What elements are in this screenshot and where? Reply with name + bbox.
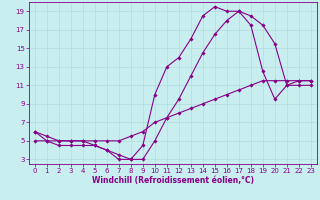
X-axis label: Windchill (Refroidissement éolien,°C): Windchill (Refroidissement éolien,°C)	[92, 176, 254, 185]
